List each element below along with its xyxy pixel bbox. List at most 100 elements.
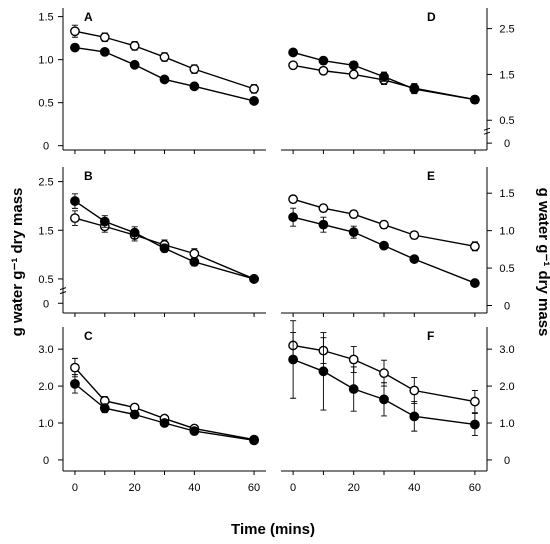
panel-f-x-tick-label: 60 <box>469 482 481 494</box>
panel-b-y-tick-label: 2.5 <box>38 177 53 189</box>
panel-d-y-tick-label: 0 <box>504 138 510 150</box>
panel-e-y-tick-label: 1.5 <box>499 188 514 200</box>
panel-e-series-open-line <box>292 198 476 248</box>
panel-b-axis-break <box>59 287 67 295</box>
panel-f-series-filled-point <box>379 394 389 405</box>
panel-d: 0 0.5 1.5 2.5 D <box>281 8 515 154</box>
panel-c-y-tick-label: 0 <box>43 455 49 467</box>
panel-b-series-filled-line <box>74 200 255 280</box>
panel-f-y-tick-label: 0 <box>504 455 510 467</box>
panel-f-series-open-point <box>469 396 480 407</box>
panel-a: 0 0.5 1.0 1.5 A <box>38 8 266 154</box>
panel-a-letter: A <box>84 10 93 24</box>
panel-a-series-open-point <box>70 26 80 37</box>
panel-c-x-tick-label: 0 <box>72 482 78 494</box>
panel-e-series-filled-point <box>469 278 480 288</box>
panel-a-y-tick-label: 0 <box>43 141 49 153</box>
panel-e-series-open-point <box>469 241 480 252</box>
panel-d-y-tick-label: 0.5 <box>499 115 514 127</box>
panel-b-letter: B <box>84 169 93 183</box>
panel-e-y-tick-label: 0.5 <box>499 263 514 275</box>
panel-a-series-filled-point <box>249 96 259 106</box>
panel-f-x-tick-label: 0 <box>290 482 296 494</box>
panel-f-letter: F <box>427 329 434 343</box>
panel-f-x-tick-label: 40 <box>408 482 420 494</box>
panel-e-y-tick-label: 1.0 <box>499 226 514 238</box>
panel-d-series-filled-point <box>469 94 480 105</box>
panel-d-series-filled-point <box>409 84 420 94</box>
panel-d-series-filled-point <box>288 47 299 58</box>
panel-a-series-filled-point <box>70 42 80 53</box>
panel-c-y-tick-label: 3.0 <box>38 344 53 356</box>
panel-e-series-open-point <box>288 194 299 205</box>
panel-d-series-filled-line <box>292 51 476 101</box>
panel-e-letter: E <box>427 169 435 183</box>
y-axis-title-left: g water g⁻¹ dry mass <box>9 188 26 337</box>
panel-a-series-open-point <box>249 83 259 94</box>
panel-d-series-open-point <box>288 60 299 71</box>
panel-c-y-tick-label: 1.0 <box>38 418 53 430</box>
panel-d-series-filled-point <box>318 55 329 66</box>
panel-d-y-tick-label: 2.5 <box>499 24 514 36</box>
panel-a-series-open-point <box>129 40 140 51</box>
panel-a-y-tick-label: 1.0 <box>38 55 53 67</box>
panel-a-y-tick-label: 0.5 <box>38 98 53 110</box>
panel-e-series-filled-point <box>288 212 299 223</box>
panel-a-series-open-point <box>99 32 110 43</box>
panel-e-series-filled-line <box>292 216 476 284</box>
panel-c-series-filled-point <box>159 418 170 428</box>
panel-e-series-open-point <box>318 203 329 214</box>
panel-b-series-filled-point <box>129 227 140 238</box>
panel-c-x-tick-label: 60 <box>248 482 260 494</box>
panel-b-series-filled-point <box>189 256 200 267</box>
x-axis-title: Time (mins) <box>231 521 315 538</box>
panel-a-series-open-line <box>74 30 255 90</box>
panel-c-series-filled-line <box>74 383 255 442</box>
plots-group: 0 0.5 1.0 1.5 A 0 0.5 1.5 2.5 B 0 1.0 2.0 3.0 0 20 40 60 C… <box>38 8 515 494</box>
panel-c-series-open-line <box>74 367 255 441</box>
panel-c-series-filled-point <box>99 403 110 414</box>
panel-f: 0 1.0 2.0 3.0 0 20 40 60 F <box>281 320 515 494</box>
panel-a-series-filled-line <box>74 46 255 102</box>
panel-e-series-open-point <box>379 219 389 230</box>
panel-d-series-open-point <box>348 69 359 80</box>
panel-f-y-tick-label: 2.0 <box>499 381 514 393</box>
panel-f-series-filled-point <box>348 384 359 394</box>
panel-b: 0 0.5 1.5 2.5 B <box>38 167 266 317</box>
panel-f-series-open-point <box>409 385 420 396</box>
panel-c-series-filled-point <box>129 409 140 420</box>
panel-a-series-open-point <box>189 64 200 75</box>
panel-a-series-filled-point <box>189 81 200 92</box>
panel-c-letter: C <box>84 329 93 343</box>
panel-c: 0 1.0 2.0 3.0 0 20 40 60 C <box>38 327 266 494</box>
panel-c-series-filled-point <box>70 378 80 389</box>
panel-f-series-open-line <box>292 344 476 403</box>
panel-b-series-filled-point <box>249 274 259 284</box>
panel-f-series-filled-point <box>469 419 480 430</box>
panel-c-x-tick-label: 40 <box>188 482 200 494</box>
panel-b-series-filled-point <box>70 196 80 206</box>
panel-d-letter: D <box>427 10 436 24</box>
panel-a-series-open-point <box>159 52 170 62</box>
panel-b-series-filled-point <box>159 243 170 254</box>
panel-f-series-filled-point <box>318 366 329 377</box>
panel-e-series-open-point <box>409 230 420 241</box>
panel-f-series-filled-point <box>409 411 420 422</box>
panel-d-series-open-point <box>318 65 329 76</box>
panel-d-y-tick-label: 1.5 <box>499 69 514 81</box>
panel-a-series-filled-point <box>159 74 170 85</box>
panel-c-y-tick-label: 2.0 <box>38 381 53 393</box>
panel-a-series-filled-point <box>99 46 110 57</box>
panel-b-series-open-point <box>70 213 80 224</box>
panel-e: 0 0.5 1.0 1.5 E <box>281 167 515 317</box>
panel-b-y-tick-label: 1.5 <box>38 225 53 237</box>
panel-f-y-tick-label: 1.0 <box>499 418 514 430</box>
panel-c-series-open-point <box>70 362 80 373</box>
panel-d-series-open-line <box>292 64 476 101</box>
panel-f-series-open-point <box>348 354 359 365</box>
panel-e-series-filled-point <box>379 240 389 251</box>
panel-d-axis-break <box>483 127 491 135</box>
panel-e-series-filled-point <box>409 254 420 264</box>
panel-f-y-tick-label: 3.0 <box>499 344 514 356</box>
